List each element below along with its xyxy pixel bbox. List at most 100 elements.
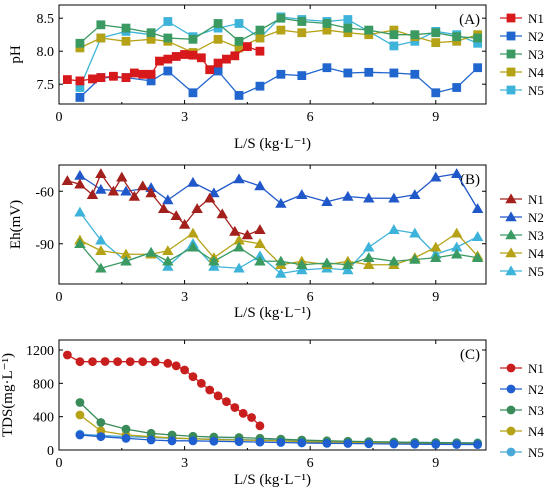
data-point-n1 — [109, 71, 118, 81]
data-point-n3 — [145, 246, 157, 257]
data-point-n1 — [129, 68, 139, 78]
data-point-n2 — [146, 435, 156, 445]
legend-item-n1: N1 — [500, 361, 544, 376]
data-point-n5 — [409, 227, 421, 238]
data-point-n1 — [191, 203, 203, 213]
data-point-n3 — [234, 36, 244, 46]
legend-item-n2: N2 — [500, 29, 544, 44]
data-point-n2 — [431, 439, 441, 449]
data-point-n2 — [276, 69, 286, 79]
data-point-n1 — [205, 385, 215, 395]
legend-marker — [506, 67, 516, 77]
data-point-n1 — [116, 171, 128, 182]
data-point-n1 — [222, 397, 231, 407]
legend-label: N4 — [528, 246, 544, 261]
data-point-n1 — [188, 50, 198, 60]
data-point-n1 — [255, 46, 265, 56]
legend-label: N1 — [528, 11, 544, 26]
data-point-n5 — [208, 260, 220, 271]
data-point-n1 — [88, 74, 97, 84]
data-point-n2 — [254, 180, 266, 191]
data-point-n4 — [276, 25, 286, 35]
legend-item-n3: N3 — [500, 47, 544, 62]
data-point-n1 — [86, 189, 99, 199]
data-point-n2 — [343, 439, 353, 448]
legend-label: N4 — [528, 424, 544, 439]
data-point-n1 — [196, 53, 206, 63]
data-point-n1 — [204, 192, 216, 203]
data-point-n1 — [230, 403, 240, 412]
legend-item-n5: N5 — [500, 445, 544, 460]
legend-label: N5 — [528, 264, 544, 279]
data-point-n1 — [205, 65, 215, 75]
data-point-n3 — [471, 252, 484, 262]
series-n1 — [62, 42, 265, 86]
data-point-n2 — [321, 196, 333, 206]
data-point-n1 — [75, 76, 85, 86]
data-point-n2 — [188, 88, 198, 98]
legend-marker — [506, 405, 516, 415]
data-point-n2 — [452, 83, 462, 92]
data-point-n1 — [137, 180, 149, 191]
data-point-n1 — [171, 52, 181, 61]
data-point-n3 — [431, 28, 441, 38]
series-n2 — [74, 168, 484, 213]
data-point-n2 — [213, 66, 223, 76]
data-point-n2 — [96, 432, 106, 442]
data-point-n1 — [138, 69, 148, 79]
data-point-n1 — [146, 69, 156, 79]
data-point-n4 — [431, 38, 441, 48]
data-point-n1 — [74, 178, 86, 189]
data-point-n2 — [410, 69, 420, 79]
data-point-n1 — [170, 210, 182, 220]
legend-marker — [505, 193, 517, 204]
data-point-n5 — [234, 19, 244, 28]
legend-marker — [506, 426, 516, 436]
data-point-n2 — [343, 68, 353, 78]
y-axis-label: TDS(mg·L⁻¹) — [0, 353, 16, 437]
plot-area — [62, 350, 483, 449]
data-point-n5 — [343, 15, 353, 24]
x-tick-label: 9 — [432, 110, 439, 125]
data-point-n1 — [95, 168, 107, 178]
legend-item-n4: N4 — [500, 246, 544, 261]
data-point-n2 — [75, 93, 85, 102]
data-point-n1 — [62, 350, 72, 360]
legend-label: N4 — [528, 65, 544, 80]
data-point-n3 — [146, 28, 156, 38]
data-point-n3 — [121, 424, 131, 434]
legend-label: N2 — [528, 29, 544, 44]
data-point-n2 — [296, 189, 308, 199]
x-tick-label: 6 — [307, 290, 314, 305]
x-tick-label: 6 — [307, 456, 314, 471]
data-point-n2 — [342, 190, 354, 201]
data-point-n3 — [187, 241, 199, 252]
legend-marker — [506, 49, 516, 59]
data-point-n1 — [255, 421, 265, 431]
series-n1 — [61, 168, 266, 240]
data-point-n1 — [180, 365, 189, 375]
legend-label: N2 — [528, 382, 544, 397]
data-point-n2 — [389, 68, 399, 78]
data-point-n4 — [95, 245, 107, 255]
legend-marker — [506, 85, 516, 95]
legend-item-n4: N4 — [500, 424, 544, 439]
x-tick-label: 9 — [432, 290, 439, 305]
data-point-n5 — [163, 17, 173, 26]
series-n2 — [75, 430, 483, 449]
chart-panel-3: 0 3 6 9 0 400 800 1200 L/S (kg·L⁻¹) TDS(mg·L⁻¹) (C… — [0, 339, 544, 488]
data-point-n1 — [150, 357, 160, 367]
data-point-n2 — [234, 437, 244, 447]
data-point-n2 — [452, 440, 462, 449]
data-point-n1 — [61, 175, 74, 185]
legend-marker — [506, 384, 516, 394]
legend-marker — [505, 265, 517, 276]
data-point-n1 — [107, 185, 120, 196]
data-point-n2 — [297, 438, 307, 448]
x-tick-label: 9 — [432, 456, 439, 471]
x-axis-label: L/S (kg·L⁻¹) — [234, 305, 311, 321]
legend-item-n2: N2 — [500, 210, 544, 225]
data-point-n5 — [74, 206, 86, 217]
data-point-n3 — [451, 248, 463, 259]
